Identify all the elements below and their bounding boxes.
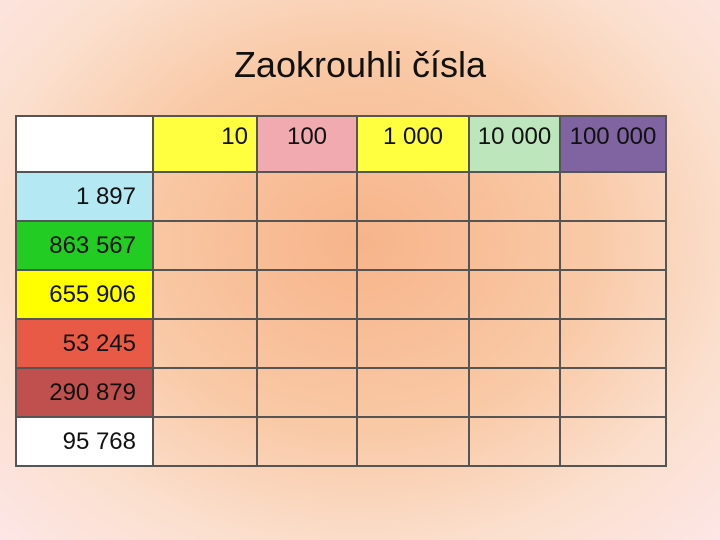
answer-cell (468, 416, 561, 467)
table-row: 863 567 (15, 220, 667, 271)
answer-cell (468, 367, 561, 418)
answer-cell (559, 416, 667, 467)
answer-cell (559, 220, 667, 271)
answer-cell (559, 171, 667, 222)
row-label: 655 906 (15, 269, 154, 320)
table-row: 655 906 (15, 269, 667, 320)
corner-cell (15, 115, 154, 173)
header-cell: 1 000 (356, 115, 470, 173)
answer-cell (356, 318, 470, 369)
answer-cell (356, 367, 470, 418)
answer-cell (356, 416, 470, 467)
header-cell: 100 000 (559, 115, 667, 173)
answer-cell (256, 416, 358, 467)
answer-cell (152, 318, 258, 369)
row-label: 290 879 (15, 367, 154, 418)
answer-cell (152, 171, 258, 222)
header-cell: 10 (152, 115, 258, 173)
answer-cell (256, 171, 358, 222)
row-label: 1 897 (15, 171, 154, 222)
answer-cell (356, 269, 470, 320)
table-row: 1 897 (15, 171, 667, 222)
slide-title: Zaokrouhli čísla (233, 44, 487, 85)
answer-cell (559, 318, 667, 369)
answer-cell (256, 318, 358, 369)
answer-cell (356, 220, 470, 271)
table-row: 53 245 (15, 318, 667, 369)
answer-cell (256, 269, 358, 320)
header-cell: 100 (256, 115, 358, 173)
table-row: 290 879 (15, 367, 667, 418)
rounding-table: 10 100 1 000 10 000 100 000 1 897 863 567… (15, 115, 667, 467)
answer-cell (559, 367, 667, 418)
table-row: 95 768 (15, 416, 667, 467)
answer-cell (152, 367, 258, 418)
answer-cell (256, 220, 358, 271)
row-label: 95 768 (15, 416, 154, 467)
row-label: 53 245 (15, 318, 154, 369)
answer-cell (468, 220, 561, 271)
row-label: 863 567 (15, 220, 154, 271)
answer-cell (152, 220, 258, 271)
answer-cell (468, 171, 561, 222)
header-row: 10 100 1 000 10 000 100 000 (15, 115, 667, 173)
answer-cell (256, 367, 358, 418)
answer-cell (468, 269, 561, 320)
answer-cell (356, 171, 470, 222)
header-cell: 10 000 (468, 115, 561, 173)
answer-cell (559, 269, 667, 320)
answer-cell (152, 269, 258, 320)
answer-cell (468, 318, 561, 369)
answer-cell (152, 416, 258, 467)
